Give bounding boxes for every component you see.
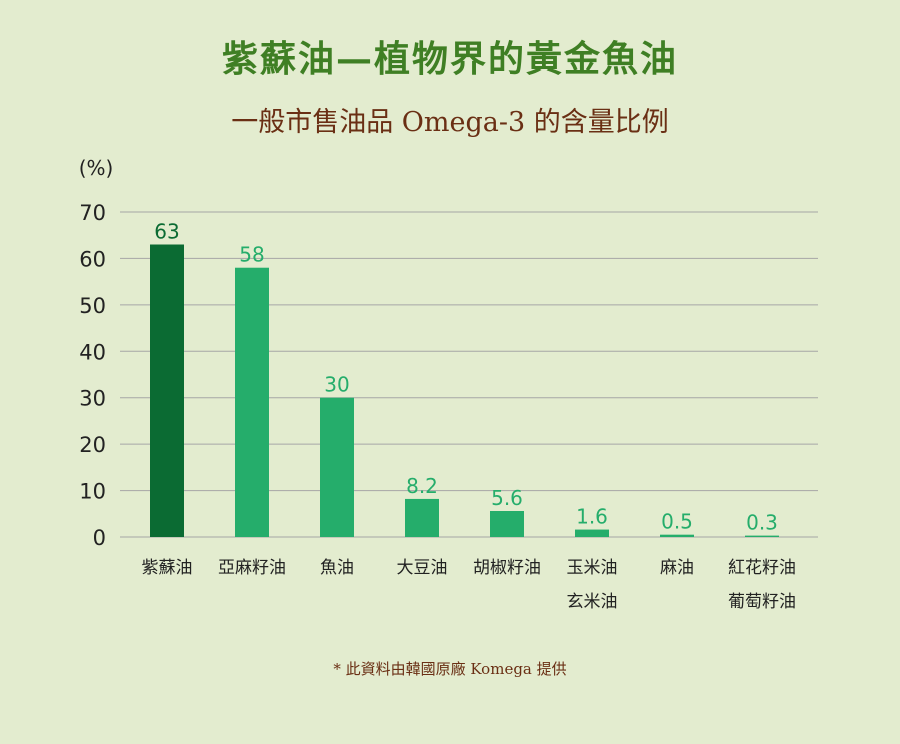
bar — [745, 535, 779, 537]
value-label: 1.6 — [576, 505, 608, 529]
chart-subtitle: 一般市售油品 Omega-3 的含量比例 — [231, 107, 669, 138]
x-tick-label: 麻油 — [660, 558, 694, 578]
y-tick-label: 50 — [79, 294, 106, 318]
value-label: 8.2 — [406, 474, 438, 498]
value-label: 5.6 — [491, 486, 523, 510]
bar — [490, 511, 524, 537]
y-tick-label: 30 — [79, 387, 106, 411]
value-label: 0.3 — [746, 511, 778, 535]
y-tick-label: 10 — [79, 480, 106, 504]
x-tick-label: 大豆油 — [397, 558, 448, 578]
x-tick-label: 葡萄籽油 — [728, 592, 796, 612]
x-tick-label: 玉米油 — [567, 558, 618, 578]
x-tick-label: 紫蘇油 — [142, 558, 193, 578]
bar — [150, 244, 184, 537]
bar — [575, 529, 609, 537]
y-tick-label: 70 — [79, 201, 106, 225]
value-label: 30 — [324, 373, 349, 397]
value-label: 0.5 — [661, 510, 693, 534]
bar — [405, 498, 439, 537]
value-label: 58 — [239, 243, 264, 267]
x-tick-label: 紅花籽油 — [728, 558, 796, 578]
bar — [320, 397, 354, 537]
x-tick-label: 亞麻籽油 — [218, 558, 286, 578]
y-tick-label: 60 — [79, 247, 106, 271]
value-label: 63 — [154, 220, 179, 244]
x-tick-label: 魚油 — [320, 558, 354, 578]
y-tick-label: 0 — [93, 526, 106, 550]
y-tick-label: 20 — [79, 433, 106, 457]
footnote: * 此資料由韓國原廠 Komega 提供 — [333, 660, 567, 678]
x-tick-label: 胡椒籽油 — [473, 558, 541, 578]
bar — [660, 534, 694, 537]
bar — [235, 267, 269, 537]
x-tick-label: 玄米油 — [567, 592, 618, 612]
y-tick-label: 40 — [79, 340, 106, 364]
chart-title: 紫蘇油—植物界的黃金魚油 — [221, 38, 678, 80]
y-axis-label: (%) — [79, 156, 114, 180]
